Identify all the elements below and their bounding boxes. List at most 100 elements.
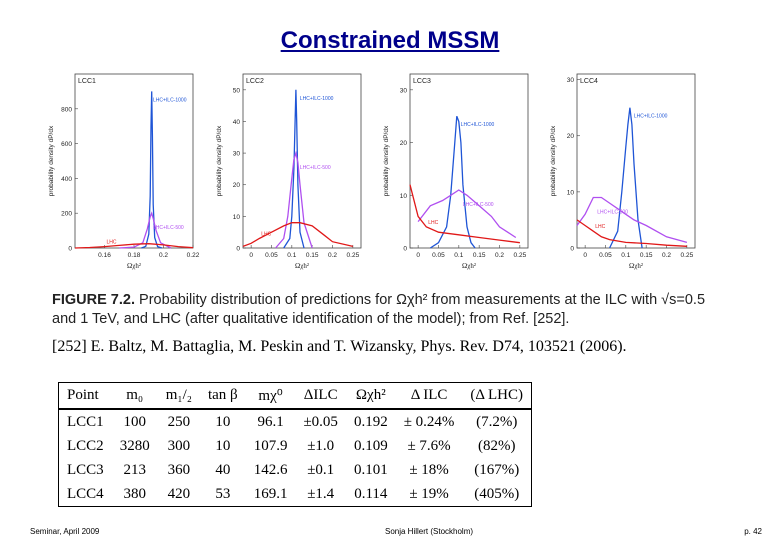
table-cell: 213 xyxy=(123,461,146,478)
table-cell: ±1.4 xyxy=(295,482,346,507)
series-line xyxy=(283,89,305,249)
panel-title: LCC3 xyxy=(413,78,431,85)
x-tick-label: 0.1 xyxy=(454,252,463,259)
table-cell: ±0.05 xyxy=(295,408,346,434)
x-tick-label: 0.2 xyxy=(662,252,671,259)
footer-center: Sonja Hillert (Stockholm) xyxy=(385,527,474,536)
series-label: LHC+ILC-1000 xyxy=(634,114,668,120)
table-header-row: Point m₀ m₁/₂ tan β mχ⁰ ΔILC Ωχh² Δ ILC … xyxy=(57,382,532,410)
table-cell: 40 xyxy=(215,461,231,478)
x-tick-label: 0.15 xyxy=(306,252,319,259)
series-line xyxy=(242,222,354,248)
series-label: LHC+ILC-1000 xyxy=(461,122,495,128)
table-header: m₁/₂ xyxy=(157,382,200,410)
y-tick-label: 10 xyxy=(233,214,241,221)
x-tick-label: 0.1 xyxy=(621,252,630,259)
series-label: LHC+ILC-500 xyxy=(300,165,331,171)
y-axis-label: probability density dP/dx xyxy=(550,125,557,196)
table-header: tan β xyxy=(199,382,246,410)
table-cell: 0.109 xyxy=(353,437,388,454)
table-cell: 10 xyxy=(199,408,246,434)
table-cell: 10 xyxy=(215,437,231,454)
x-axis-label: Ωχh² xyxy=(295,262,309,270)
table-cell: LCC2 xyxy=(57,434,112,458)
table-header: Δ ILC xyxy=(395,382,463,410)
panel-title: LCC2 xyxy=(246,78,264,85)
table-cell: 100 xyxy=(111,408,158,434)
x-tick-label: 0.16 xyxy=(98,252,111,259)
series-line xyxy=(576,219,687,247)
x-tick-label: 0 xyxy=(249,252,253,259)
series-line xyxy=(429,115,476,249)
series-line xyxy=(576,196,688,244)
table-cell: 3280 xyxy=(119,437,150,454)
table-cell: LCC3 xyxy=(57,458,112,482)
panel-title: LCC4 xyxy=(580,78,598,85)
y-tick-label: 400 xyxy=(61,176,72,183)
figure-caption: FIGURE 7.2. Probability distribution of … xyxy=(52,291,732,329)
footer-left: Seminar, April 2009 xyxy=(30,527,100,536)
table-header: Ωχh² xyxy=(345,382,396,410)
y-tick-label: 0 xyxy=(68,246,72,253)
x-tick-label: 0.15 xyxy=(640,252,653,259)
table-header: Point xyxy=(57,382,112,410)
x-tick-label: 0 xyxy=(583,252,587,259)
x-tick-label: 0.2 xyxy=(328,252,337,259)
x-tick-label: 0.22 xyxy=(187,252,200,259)
x-axis-label: Ωχh² xyxy=(127,262,141,270)
table-cell: ±0.1 xyxy=(307,461,335,478)
y-tick-label: 30 xyxy=(233,151,241,158)
series-label: LHC+ILC-500 xyxy=(463,202,494,208)
plot-frame xyxy=(576,73,696,249)
series-label: LHC+ILC-1000 xyxy=(153,97,187,103)
x-tick-label: 0.25 xyxy=(514,252,527,259)
y-tick-label: 0 xyxy=(570,246,574,253)
table-header: ΔILC xyxy=(295,382,346,410)
table-cell: 0.101 xyxy=(353,461,388,478)
y-tick-label: 600 xyxy=(61,141,72,148)
y-tick-label: 30 xyxy=(400,87,408,94)
table-row: LCC1 100 250 10 96.1 ±0.05 0.192 ± 0.24%… xyxy=(57,408,532,434)
x-tick-label: 0.15 xyxy=(473,252,486,259)
table-cell: ± 7.6% xyxy=(407,437,451,454)
caption-label: FIGURE 7.2. xyxy=(52,292,135,308)
table-cell: 96.1 xyxy=(245,408,296,434)
x-tick-label: 0.25 xyxy=(681,252,694,259)
y-tick-label: 10 xyxy=(567,189,575,196)
series-line xyxy=(275,150,313,249)
series-label: LHC xyxy=(261,232,271,238)
table-cell: 107.9 xyxy=(253,437,288,454)
table-cell: 53 xyxy=(199,482,246,507)
reference: [252] E. Baltz, M. Battaglia, M. Peskin … xyxy=(52,338,627,355)
series-label: LHC+ILC-500 xyxy=(153,225,184,231)
y-tick-label: 50 xyxy=(233,87,241,94)
y-tick-label: 0 xyxy=(236,246,240,253)
x-axis-label: Ωχh² xyxy=(462,262,476,270)
table-cell: LCC4 xyxy=(57,482,112,507)
table-cell: ±1.0 xyxy=(307,437,335,454)
table-cell: ± 0.24% xyxy=(395,408,463,434)
series-label: LHC xyxy=(595,224,605,230)
y-axis-label: probability density dP/dx xyxy=(48,125,55,196)
table-cell: 250 xyxy=(157,408,200,434)
y-tick-label: 20 xyxy=(400,140,408,147)
panel-title: LCC1 xyxy=(78,78,96,85)
table-cell: (7.2%) xyxy=(462,408,532,434)
x-tick-label: 0.18 xyxy=(128,252,141,259)
table-cell: (82%) xyxy=(462,434,532,458)
series-line xyxy=(417,189,517,239)
x-tick-label: 0.2 xyxy=(159,252,168,259)
y-tick-label: 30 xyxy=(567,77,575,84)
table-cell: ± 18% xyxy=(409,461,449,478)
series-label: LHC xyxy=(428,220,438,226)
series-line xyxy=(74,243,194,249)
plot-frame xyxy=(409,73,529,249)
x-tick-label: 0.05 xyxy=(432,252,445,259)
table-cell: ± 19% xyxy=(395,482,463,507)
y-tick-label: 10 xyxy=(400,193,408,200)
y-tick-label: 200 xyxy=(61,211,72,218)
table-cell: 0.192 xyxy=(345,408,396,434)
table-header: (Δ LHC) xyxy=(462,382,532,410)
series-line xyxy=(141,91,163,249)
